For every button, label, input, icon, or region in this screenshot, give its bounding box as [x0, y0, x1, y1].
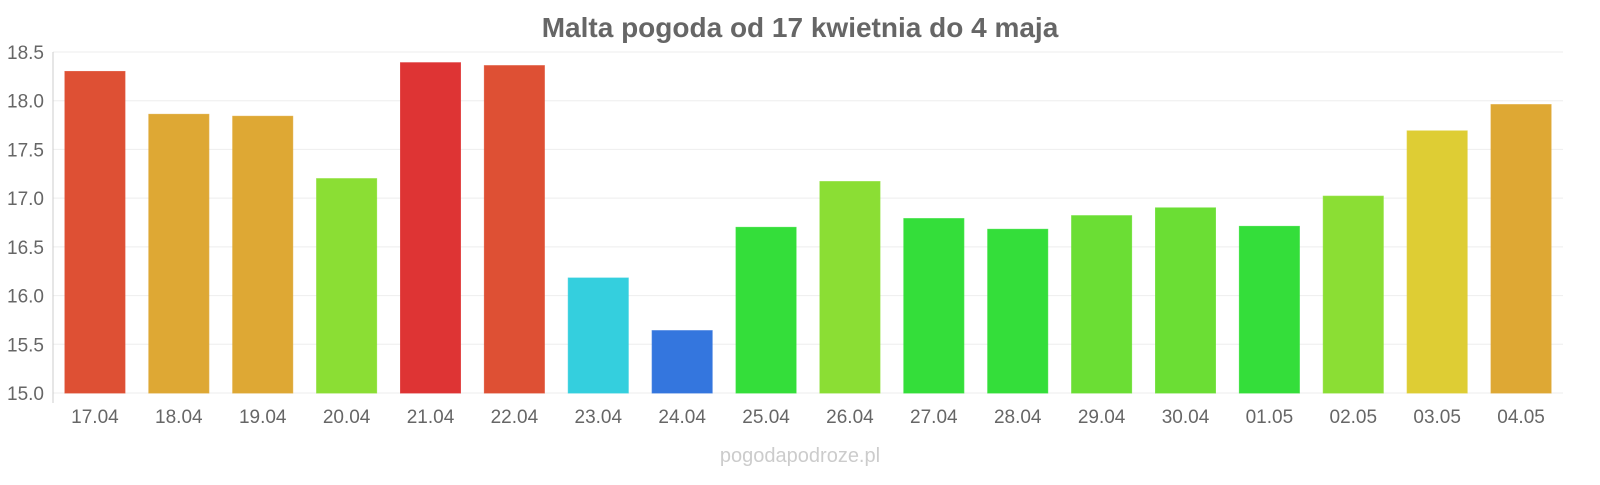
x-tick-label: 22.04	[491, 407, 539, 428]
bar-28.04[interactable]	[987, 228, 1049, 394]
x-tick-label: 19.04	[239, 407, 287, 428]
bar-25.04[interactable]	[735, 226, 797, 394]
x-tick-label: 30.04	[1162, 407, 1210, 428]
x-tick-label: 24.04	[658, 407, 706, 428]
chart-title: Malta pogoda od 17 kwietnia do 4 maja	[542, 12, 1059, 43]
bar-20.04[interactable]	[316, 178, 378, 394]
x-tick-label: 23.04	[575, 407, 623, 428]
x-tick-label: 17.04	[71, 407, 119, 428]
y-tick-label: 17.5	[7, 140, 44, 161]
x-tick-label: 02.05	[1330, 407, 1378, 428]
y-tick-label: 18.0	[7, 92, 44, 113]
x-tick-label: 27.04	[910, 407, 958, 428]
x-tick-label: 20.04	[323, 407, 371, 428]
watermark: pogodapodroze.pl	[720, 445, 880, 467]
bar-26.04[interactable]	[819, 181, 881, 394]
bar-01.05[interactable]	[1238, 225, 1300, 394]
x-tick-label: 18.04	[155, 407, 203, 428]
bar-22.04[interactable]	[483, 65, 545, 394]
y-tick-label: 16.0	[7, 287, 44, 308]
bar-27.04[interactable]	[903, 218, 965, 394]
bar-02.05[interactable]	[1322, 195, 1384, 394]
x-tick-label: 01.05	[1246, 407, 1294, 428]
bar-23.04[interactable]	[567, 277, 629, 394]
x-tick-label: 04.05	[1497, 407, 1545, 428]
bar-29.04[interactable]	[1071, 215, 1133, 394]
y-tick-label: 15.0	[7, 384, 44, 405]
x-tick-label: 25.04	[742, 407, 790, 428]
x-tick-label: 03.05	[1413, 407, 1461, 428]
bar-21.04[interactable]	[400, 62, 461, 394]
x-tick-label: 21.04	[407, 407, 455, 428]
bar-24.04[interactable]	[651, 330, 713, 394]
bar-18.04[interactable]	[148, 113, 210, 394]
x-tick-label: 29.04	[1078, 407, 1126, 428]
bar-04.05[interactable]	[1490, 104, 1552, 394]
y-tick-label: 16.5	[7, 238, 44, 259]
x-tick-label: 26.04	[826, 407, 874, 428]
y-tick-label: 17.0	[7, 189, 44, 210]
y-tick-label: 18.5	[7, 43, 44, 64]
x-tick-label: 28.04	[994, 407, 1042, 428]
bar-03.05[interactable]	[1406, 130, 1468, 394]
bar-19.04[interactable]	[232, 115, 294, 394]
bar-30.04[interactable]	[1155, 207, 1216, 394]
y-tick-label: 15.5	[7, 335, 44, 356]
bar-17.04[interactable]	[64, 70, 126, 394]
